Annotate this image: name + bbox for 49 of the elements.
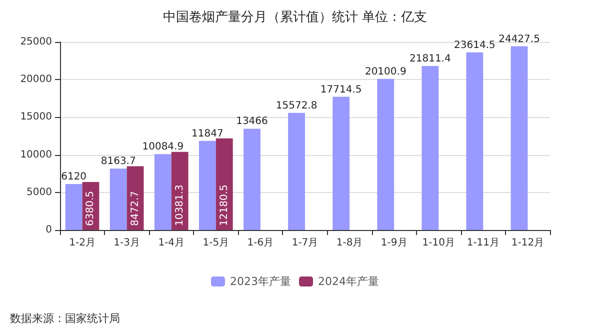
bar <box>171 152 188 230</box>
bar <box>110 168 127 230</box>
data-label: 6380.5 <box>85 191 96 226</box>
x-tick-label: 1-2月 <box>69 238 96 248</box>
data-label: 10381.3 <box>174 184 186 226</box>
y-tick-label: 25000 <box>20 36 52 48</box>
x-tick-label: 1-7月 <box>292 238 318 248</box>
data-label: 12180.5 <box>218 184 230 226</box>
data-label: 15572.8 <box>276 100 318 112</box>
bar <box>154 154 172 230</box>
bar <box>332 96 350 230</box>
bar <box>422 66 439 230</box>
y-tick-label: 20000 <box>20 74 52 86</box>
bar <box>288 112 305 230</box>
data-label: 13466 <box>236 116 268 128</box>
x-tick-label: 1-8月 <box>336 238 363 248</box>
x-tick-label: 1-11月 <box>466 238 500 248</box>
y-tick-label: 0 <box>46 224 52 236</box>
y-tick-label: 5000 <box>26 186 52 198</box>
bar <box>377 78 394 230</box>
chart-title: 中国卷烟产量分月（累计值）统计 单位：亿支 <box>162 10 428 25</box>
bar <box>244 128 260 230</box>
x-tick-label: 1-5月 <box>202 238 230 248</box>
x-tick-label: 1-3月 <box>114 238 140 248</box>
data-label: 17714.5 <box>320 84 362 96</box>
data-label: 20100.9 <box>364 66 406 78</box>
legend-label: 2023年产量 <box>230 275 292 288</box>
data-label: 8163.7 <box>100 156 136 168</box>
data-label: 6120 <box>61 171 87 182</box>
data-label: 11847 <box>192 128 224 140</box>
x-tick-label: 1-10月 <box>422 238 455 248</box>
bar <box>65 184 82 230</box>
y-tick-label: 10000 <box>20 149 52 160</box>
x-tick-label: 1-4月 <box>158 238 185 248</box>
bar <box>466 52 484 230</box>
x-tick-label: 1-12月 <box>511 238 544 248</box>
x-tick-label: 1-6月 <box>247 238 274 248</box>
data-label: 21811.4 <box>409 53 451 64</box>
source-note: 数据来源：国家统计局 <box>10 312 120 325</box>
data-label: 24427.5 <box>498 34 540 45</box>
data-label: 8472.7 <box>130 191 141 226</box>
bar <box>216 138 233 230</box>
x-tick-label: 1-9月 <box>380 238 408 248</box>
data-label: 23614.5 <box>454 40 496 51</box>
legend-label: 2024年产量 <box>318 275 379 288</box>
data-label: 10084.9 <box>142 142 184 153</box>
bar <box>198 140 216 230</box>
y-tick-label: 15000 <box>20 112 52 123</box>
bar <box>510 46 528 230</box>
